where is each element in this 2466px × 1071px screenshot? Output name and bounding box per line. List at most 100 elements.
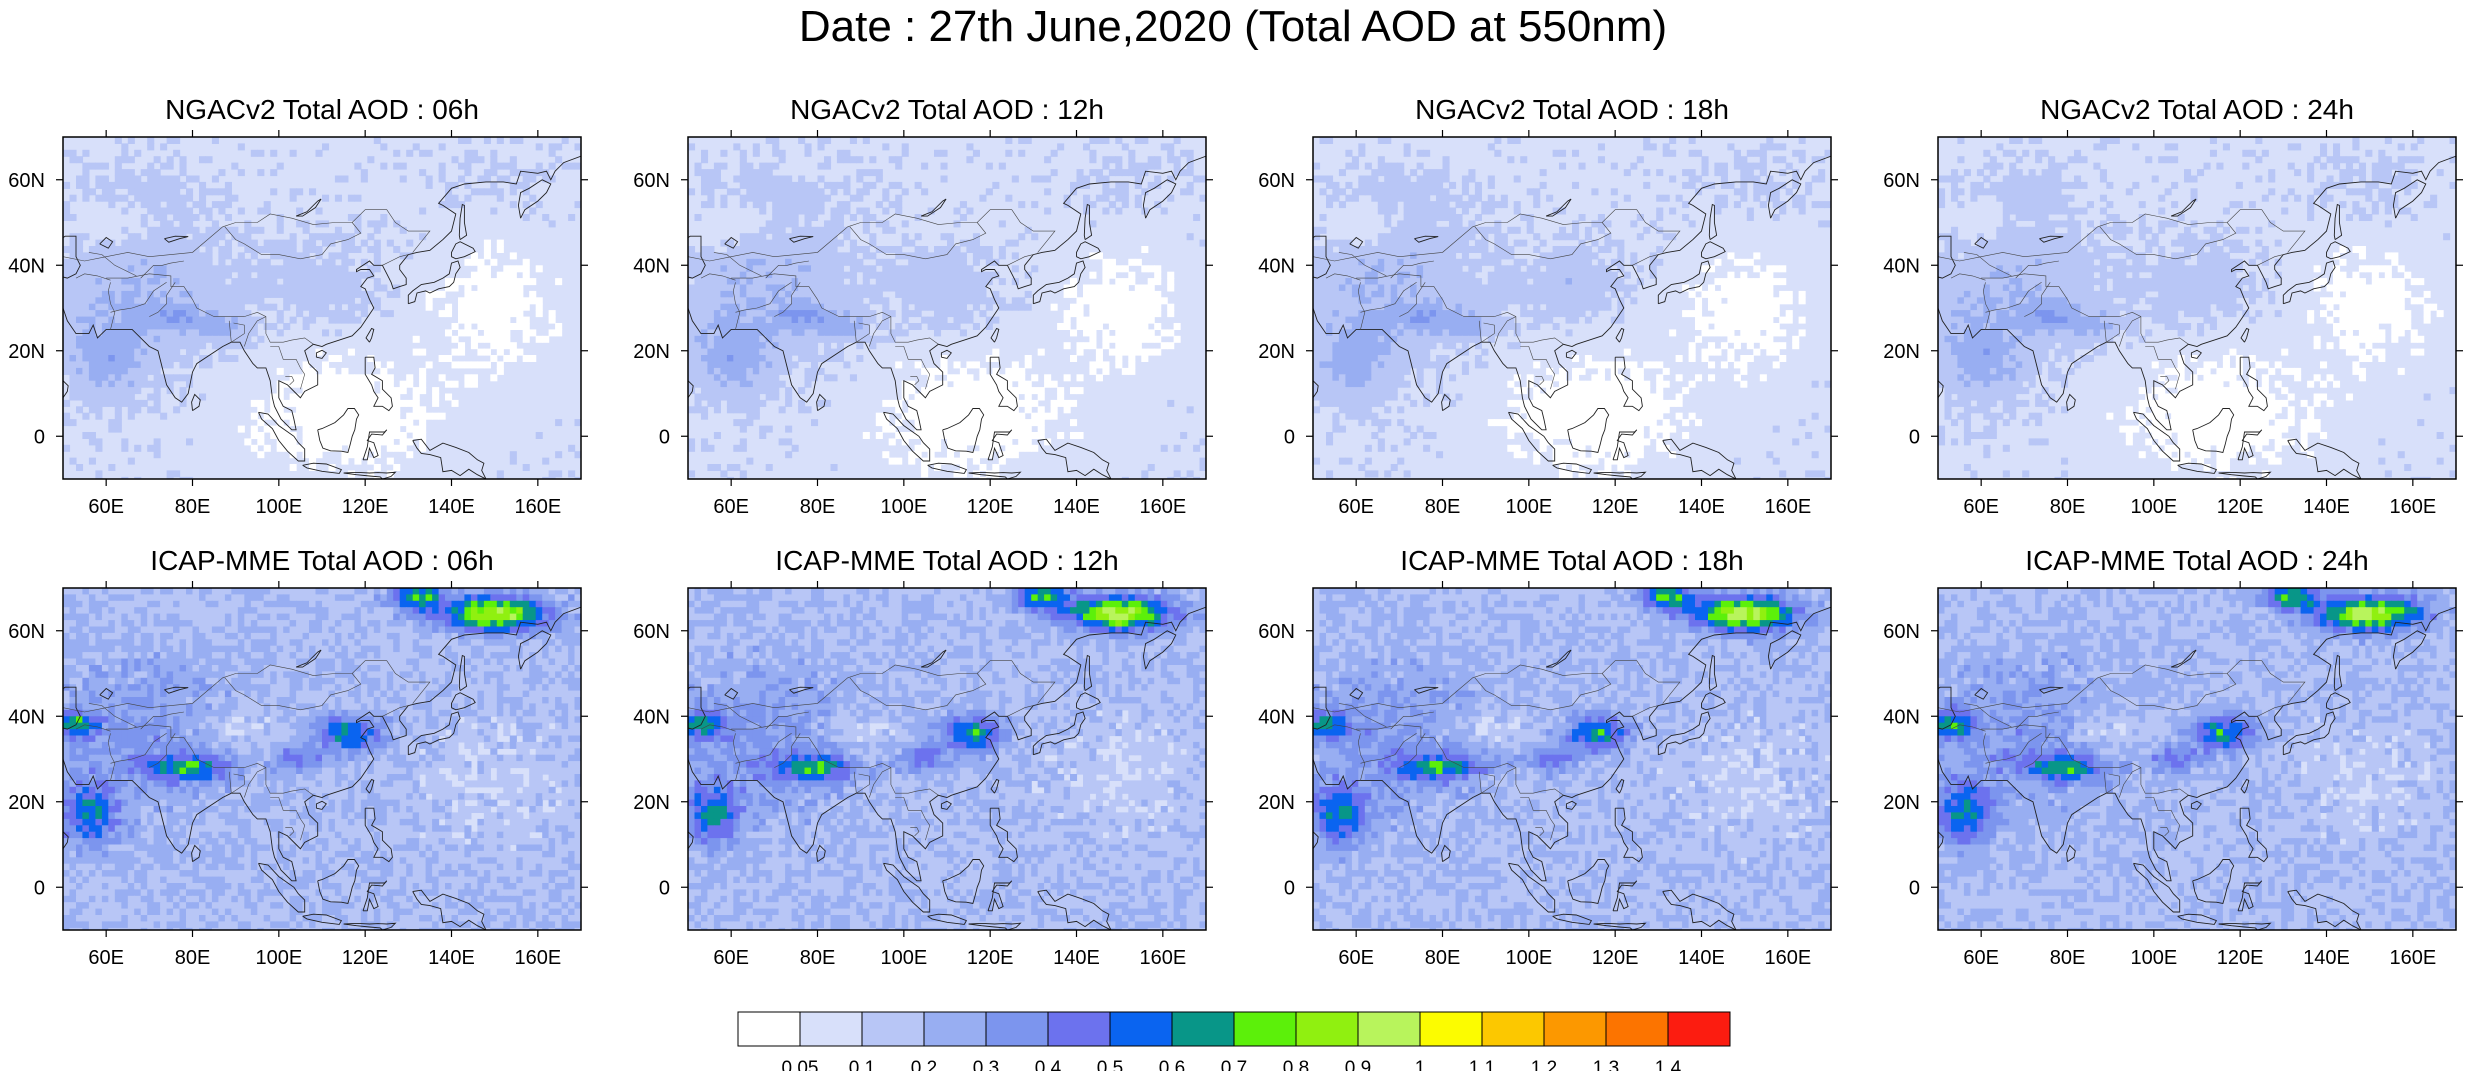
- map-frame: [1312, 587, 1832, 931]
- lon-tick-label: 80E: [175, 496, 211, 518]
- lon-tick-label: 100E: [880, 947, 927, 969]
- panel-title: ICAP-MME Total AOD : 18h: [1400, 545, 1743, 576]
- aod-field: [1313, 588, 1831, 930]
- lat-tick-label: 40N: [633, 255, 670, 277]
- colorbar-swatch: [1543, 1011, 1607, 1047]
- lat-tick-label: 0: [659, 426, 670, 448]
- coastlines: [63, 155, 581, 479]
- lon-tick-label: 100E: [2130, 947, 2177, 969]
- panel-title: NGACv2 Total AOD : 06h: [165, 94, 479, 125]
- lon-tick-label: 160E: [1139, 496, 1186, 518]
- lon-tick-label: 140E: [428, 947, 475, 969]
- lat-tick-label: 20N: [1258, 792, 1295, 814]
- lon-tick-label: 160E: [2389, 947, 2436, 969]
- panel-title: NGACv2 Total AOD : 12h: [790, 94, 1104, 125]
- lon-tick-label: 60E: [713, 947, 749, 969]
- colorbar-label: 0.3: [973, 1058, 999, 1071]
- aod-field: [1938, 137, 2456, 479]
- colorbar-label: 0.6: [1159, 1058, 1185, 1071]
- colorbar-label: 0.2: [911, 1058, 937, 1071]
- panel-title: NGACv2 Total AOD : 18h: [1415, 94, 1729, 125]
- map-panel: 60E 80E 100E 120E 140E 160E 60N 40N 20N 0 NGACv2 T…: [1883, 94, 2463, 518]
- lat-tick-label: 0: [659, 877, 670, 899]
- lon-tick-label: 120E: [342, 496, 389, 518]
- map-frame: [62, 587, 582, 931]
- colorbar-label: 1.1: [1469, 1058, 1495, 1071]
- lon-tick-label: 160E: [1764, 496, 1811, 518]
- colorbar-swatch: [1605, 1011, 1669, 1047]
- colorbar-swatch: [799, 1011, 863, 1047]
- lon-tick-label: 140E: [1053, 947, 1100, 969]
- coastlines: [1313, 155, 1831, 479]
- colorbar-swatch: [1419, 1011, 1483, 1047]
- lat-tick-label: 20N: [1883, 792, 1920, 814]
- aod-field: [1938, 588, 2456, 930]
- map-frame: [1312, 136, 1832, 480]
- colorbar: 0.05 0.1 0.2 0.3 0.4 0.5 0.6 0.7 0.8 0.9 1 1.1 1.2 1.…: [737, 1011, 1731, 1071]
- lon-tick-label: 140E: [2303, 947, 2350, 969]
- map-frame: [687, 587, 1207, 931]
- lat-tick-label: 40N: [1883, 706, 1920, 728]
- aod-field: [688, 137, 1206, 479]
- lat-tick-label: 0: [1909, 877, 1920, 899]
- lon-tick-label: 100E: [1505, 947, 1552, 969]
- map-panel: 60E 80E 100E 120E 140E 160E 60N 40N 20N 0 ICAP-MME…: [1883, 545, 2463, 969]
- lat-tick-label: 40N: [8, 706, 45, 728]
- colorbar-swatch: [923, 1011, 987, 1047]
- lat-tick-label: 0: [34, 877, 45, 899]
- lon-tick-label: 80E: [1425, 496, 1461, 518]
- aod-field: [63, 588, 581, 930]
- panel-title: ICAP-MME Total AOD : 06h: [150, 545, 493, 576]
- lon-tick-label: 120E: [1592, 496, 1639, 518]
- colorbar-label: 0.7: [1221, 1058, 1247, 1071]
- colorbar-swatch: [737, 1011, 801, 1047]
- lat-tick-label: 60N: [1883, 170, 1920, 192]
- lon-tick-label: 60E: [1963, 947, 1999, 969]
- colorbar-swatch: [1295, 1011, 1359, 1047]
- aod-field: [688, 588, 1206, 930]
- lon-tick-label: 120E: [967, 496, 1014, 518]
- lon-tick-label: 100E: [880, 496, 927, 518]
- colorbar-label: 0.8: [1283, 1058, 1309, 1071]
- colorbar-swatch: [1481, 1011, 1545, 1047]
- colorbar-swatch: [985, 1011, 1049, 1047]
- colorbar-swatch: [1233, 1011, 1297, 1047]
- lon-tick-label: 80E: [1425, 947, 1461, 969]
- colorbar-swatch: [1171, 1011, 1235, 1047]
- lon-tick-label: 60E: [713, 496, 749, 518]
- lon-tick-label: 120E: [967, 947, 1014, 969]
- lon-tick-label: 160E: [514, 496, 561, 518]
- coastlines: [688, 606, 1206, 930]
- lon-tick-label: 60E: [1338, 496, 1374, 518]
- lon-tick-label: 80E: [800, 496, 836, 518]
- colorbar-label: 0.4: [1035, 1058, 1062, 1071]
- colorbar-label: 0.5: [1097, 1058, 1123, 1071]
- lon-tick-label: 140E: [1053, 496, 1100, 518]
- lon-tick-label: 60E: [1338, 947, 1374, 969]
- lon-tick-label: 160E: [2389, 496, 2436, 518]
- lat-tick-label: 40N: [1258, 706, 1295, 728]
- lon-tick-label: 140E: [1678, 496, 1725, 518]
- map-frame: [1937, 136, 2457, 480]
- lon-tick-label: 100E: [255, 947, 302, 969]
- lon-tick-label: 120E: [1592, 947, 1639, 969]
- coastlines: [1313, 606, 1831, 930]
- colorbar-label: 1.4: [1655, 1058, 1682, 1071]
- map-frame: [687, 136, 1207, 480]
- lon-tick-label: 160E: [1139, 947, 1186, 969]
- lon-tick-label: 100E: [1505, 496, 1552, 518]
- coastlines: [1938, 155, 2456, 479]
- lat-tick-label: 60N: [1883, 621, 1920, 643]
- lat-tick-label: 40N: [1258, 255, 1295, 277]
- lat-tick-label: 60N: [633, 621, 670, 643]
- lat-tick-label: 40N: [8, 255, 45, 277]
- panel-title: ICAP-MME Total AOD : 24h: [2025, 545, 2368, 576]
- lon-tick-label: 80E: [800, 947, 836, 969]
- lon-tick-label: 120E: [342, 947, 389, 969]
- lat-tick-label: 40N: [633, 706, 670, 728]
- panel-title: NGACv2 Total AOD : 24h: [2040, 94, 2354, 125]
- map-panel: 60E 80E 100E 120E 140E 160E 60N 40N 20N 0 ICAP-MME…: [633, 545, 1213, 969]
- lat-tick-label: 20N: [1258, 341, 1295, 363]
- map-panel: 60E 80E 100E 120E 140E 160E 60N 40N 20N 0 NGACv2 T…: [8, 94, 588, 518]
